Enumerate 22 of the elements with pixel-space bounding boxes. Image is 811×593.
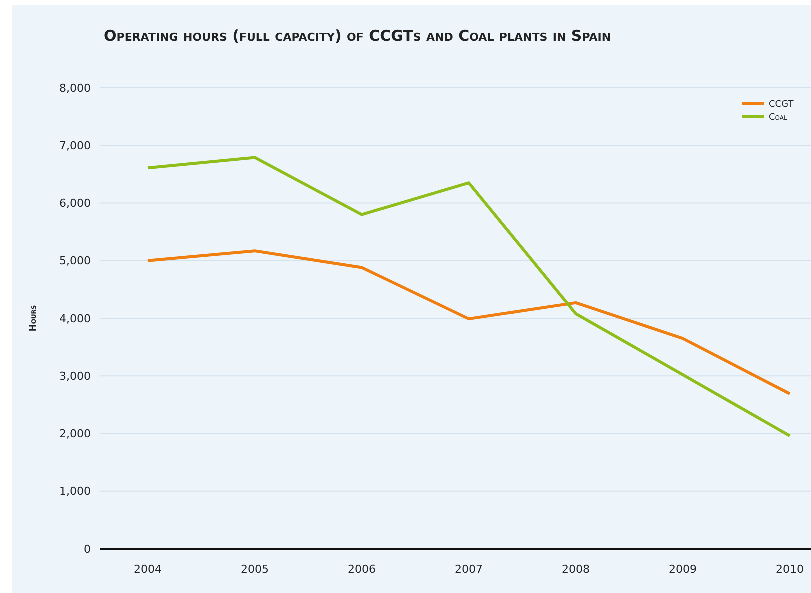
y-axis-title: Hours (29, 305, 39, 332)
x-tick-label: 2009 (669, 563, 697, 576)
y-tick-label: 2,000 (60, 428, 91, 441)
x-tick-label: 2004 (134, 563, 162, 576)
y-tick-label: 5,000 (60, 254, 91, 268)
chart-title: Operating hours (full capacity) of CCGTs and Coal plants in Spain (104, 27, 612, 45)
y-tick-label: 6,000 (60, 197, 91, 210)
y-tick-label: 3,000 (60, 370, 91, 383)
line-series (146, 250, 792, 396)
x-tick-label: 2005 (241, 563, 269, 576)
y-tick-label: 7,000 (60, 139, 91, 152)
y-tick-label: 1,000 (60, 485, 91, 498)
y-tick-label: 8,000 (60, 82, 91, 95)
line-series (146, 156, 792, 438)
x-tick-label: 2010 (776, 563, 804, 576)
x-tick-label: 2006 (348, 563, 376, 576)
x-tick-label: 2007 (455, 563, 483, 576)
legend-label: CCGT (769, 100, 794, 110)
y-tick-label: 0 (84, 542, 91, 556)
x-tick-label: 2008 (562, 563, 590, 576)
legend-label: Coal (769, 113, 788, 124)
y-tick-label: 4,000 (60, 312, 91, 326)
